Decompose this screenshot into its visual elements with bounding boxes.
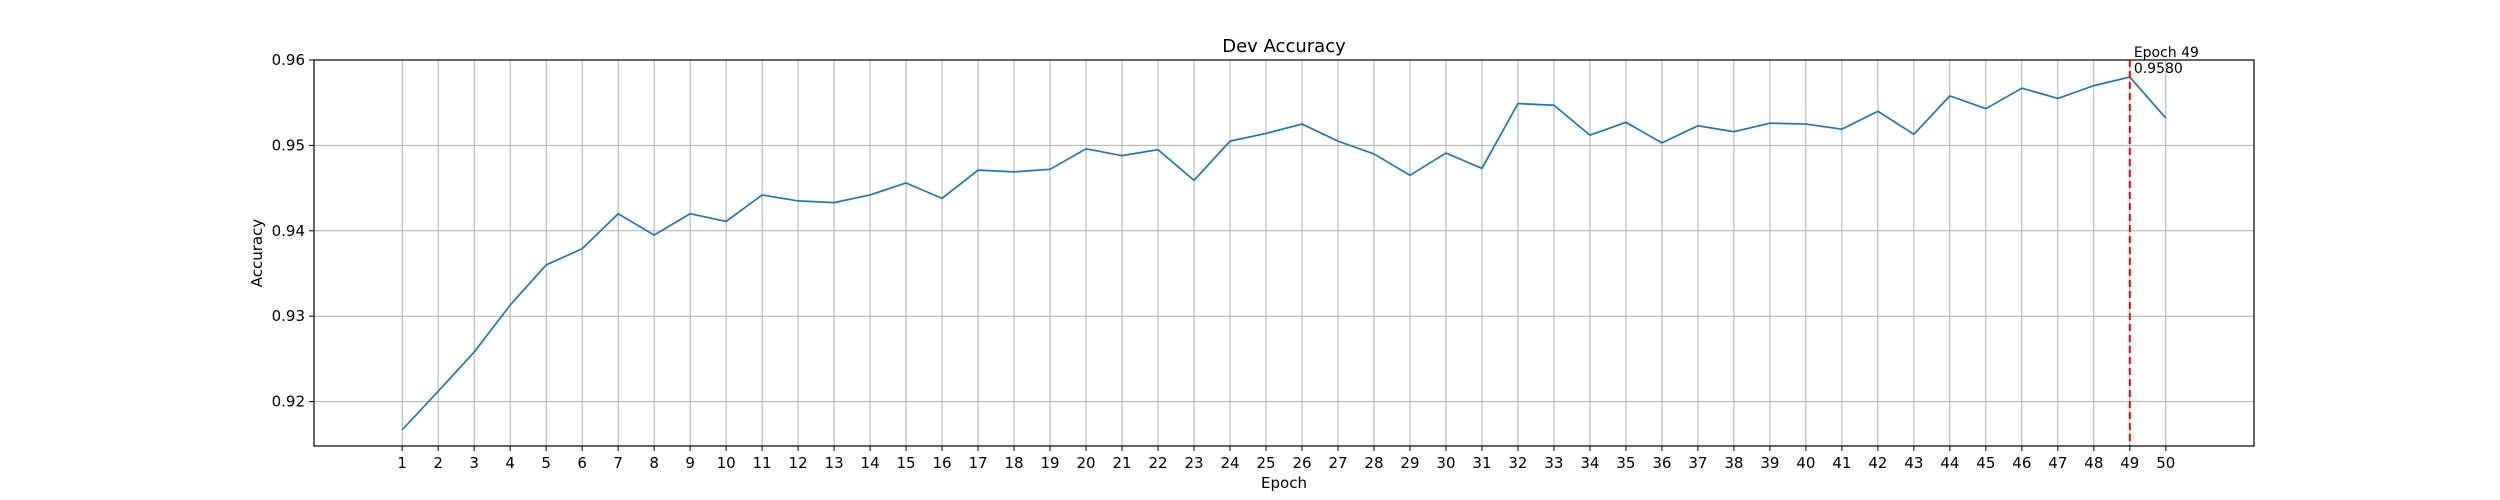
x-tick-label: 36 xyxy=(1652,454,1671,472)
x-tick-label: 47 xyxy=(2048,454,2067,472)
grid-layer xyxy=(314,59,2254,446)
x-tick-label: 2 xyxy=(433,454,443,472)
annotation-layer: Epoch 49 0.9580 xyxy=(2134,45,2199,77)
y-axis-label: Accuracy xyxy=(248,219,266,288)
x-axis-label: Epoch xyxy=(1261,474,1307,492)
x-tick-label: 39 xyxy=(1760,454,1779,472)
y-tick-label: 0.95 xyxy=(272,136,305,154)
plot-frame xyxy=(313,59,2255,447)
x-tick-label: 43 xyxy=(1904,454,1923,472)
y-tick-label: 0.96 xyxy=(272,51,305,69)
x-tick-label: 48 xyxy=(2084,454,2103,472)
annotation-epoch: Epoch 49 xyxy=(2134,45,2199,61)
x-tick-label: 45 xyxy=(1976,454,1995,472)
x-tick-label: 38 xyxy=(1724,454,1743,472)
x-tick-label: 12 xyxy=(789,454,808,472)
x-tick-label: 37 xyxy=(1688,454,1707,472)
x-tick-label: 49 xyxy=(2120,454,2139,472)
x-tick-label: 30 xyxy=(1436,454,1455,472)
x-tick-label: 5 xyxy=(541,454,551,472)
accuracy-series-line xyxy=(401,76,2167,431)
x-tick-label: 7 xyxy=(613,454,623,472)
x-tick-label: 4 xyxy=(505,454,515,472)
x-tick-label: 50 xyxy=(2156,454,2175,472)
x-tick-label: 41 xyxy=(1832,454,1851,472)
y-tick-label: 0.93 xyxy=(272,307,305,325)
x-tick-label: 18 xyxy=(1005,454,1024,472)
x-tick-label: 22 xyxy=(1148,454,1167,472)
x-tick-label: 19 xyxy=(1041,454,1060,472)
x-tick-label: 20 xyxy=(1076,454,1095,472)
x-tick-label: 14 xyxy=(861,454,880,472)
x-tick-label: 8 xyxy=(649,454,659,472)
x-tick-label: 23 xyxy=(1184,454,1203,472)
x-tick-label: 35 xyxy=(1616,454,1635,472)
x-tick-label: 9 xyxy=(685,454,695,472)
x-tick-label: 1 xyxy=(397,454,407,472)
x-tick-label: 3 xyxy=(469,454,479,472)
x-tick-label: 10 xyxy=(717,454,736,472)
x-tick-label: 25 xyxy=(1256,454,1275,472)
x-tick-label: 15 xyxy=(897,454,916,472)
x-tick-label: 28 xyxy=(1364,454,1383,472)
x-tick-label: 42 xyxy=(1868,454,1887,472)
x-tick-label: 24 xyxy=(1220,454,1239,472)
x-tick-label: 26 xyxy=(1292,454,1311,472)
x-tick-label: 21 xyxy=(1112,454,1131,472)
series-layer xyxy=(401,76,2167,431)
chart-title: Dev Accuracy xyxy=(1222,36,1346,57)
x-tick-label: 31 xyxy=(1472,454,1491,472)
x-tick-label: 6 xyxy=(577,454,587,472)
x-tick-label: 32 xyxy=(1508,454,1527,472)
tick-layer: 1 2 3 4 5 6 7 8 9 10 11 12 13 14 15 16 17 18 19 20 21 22 23 24 2… xyxy=(272,51,2176,472)
x-tick-label: 27 xyxy=(1328,454,1347,472)
x-tick-label: 16 xyxy=(933,454,952,472)
y-tick-label: 0.94 xyxy=(272,222,305,240)
annotation-value: 0.9580 xyxy=(2134,61,2183,77)
x-tick-label: 29 xyxy=(1400,454,1419,472)
x-tick-label: 11 xyxy=(753,454,772,472)
x-tick-label: 34 xyxy=(1580,454,1599,472)
x-tick-label: 40 xyxy=(1796,454,1815,472)
y-tick-label: 0.92 xyxy=(272,393,305,411)
x-tick-label: 33 xyxy=(1544,454,1563,472)
x-tick-label: 44 xyxy=(1940,454,1959,472)
x-tick-label: 13 xyxy=(825,454,844,472)
x-tick-label: 17 xyxy=(969,454,988,472)
x-tick-label: 46 xyxy=(2012,454,2031,472)
